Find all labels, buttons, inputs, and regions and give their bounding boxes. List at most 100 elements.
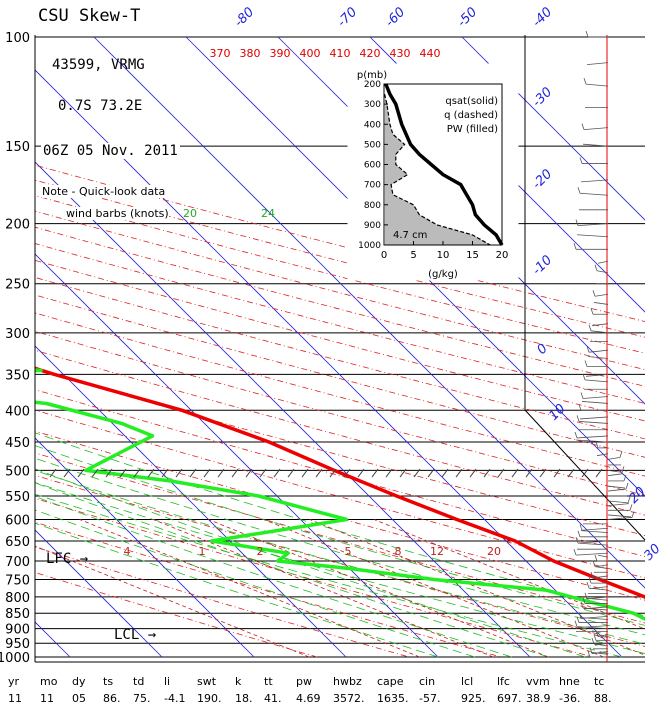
wind-barb-flag (573, 549, 577, 556)
wind-barb (575, 439, 609, 443)
level-hatch-mark (511, 468, 519, 478)
isotherm-label: -10 (530, 253, 556, 279)
wind-barb-flag (580, 392, 584, 399)
wind-barb (585, 373, 609, 377)
inset-y-tick-label: 600 (364, 161, 381, 171)
wind-barb-flag (623, 474, 627, 482)
wind-barb (585, 597, 609, 601)
level-hatch-mark (343, 468, 351, 478)
level-hatch-mark (217, 468, 225, 478)
wind-barb (596, 270, 609, 274)
moist-adiabat-line (35, 509, 475, 658)
dry-adiabat-line (35, 226, 645, 387)
dry-adiabat-line (35, 349, 645, 516)
level-hatch-mark (315, 468, 323, 478)
isotherm-label: -60 (383, 5, 409, 31)
isotherm-label: -80 (232, 5, 258, 31)
wind-barb-flag (594, 554, 598, 562)
mixing-ratio-line (79, 519, 420, 658)
wind-barb (580, 530, 609, 533)
wind-barb-flag (586, 581, 590, 589)
mixing-ratio-line (153, 519, 494, 658)
level-hatch-mark (119, 468, 127, 478)
wind-barb-flag (579, 524, 583, 531)
wind-barb-flag (595, 441, 599, 449)
inset-x-axis-label: (g/kg) (428, 269, 458, 280)
wind-barb-flag (591, 637, 595, 645)
footer-value-pw: 4.69 (296, 692, 321, 705)
wind-barb (579, 416, 609, 420)
level-hatch-mark (147, 468, 155, 478)
level-hatch-mark (413, 468, 421, 478)
lcl-label: LCL → (114, 627, 156, 643)
theta-label: 440 (420, 47, 441, 60)
wind-barb (582, 143, 609, 147)
precipitable-water-area (385, 95, 491, 245)
temperature-profile-line (35, 366, 645, 599)
footer-header-vvm: vvm (526, 675, 550, 688)
theta-label: 410 (330, 47, 351, 60)
mixing-ratio-line (208, 519, 549, 658)
wind-barb (596, 635, 609, 638)
inset-legend-entry: qsat(solid) (445, 96, 498, 107)
isotherm-label: -70 (335, 5, 361, 31)
inset-legend-entry: PW (filled) (447, 124, 498, 135)
dry-adiabat-line (35, 369, 645, 536)
dry-adiabat-line (35, 521, 502, 658)
level-hatch-mark (357, 468, 365, 478)
wind-barb-flag (573, 243, 577, 250)
mixing-ratio-label: 1 (199, 545, 206, 558)
wind-barb-flag (592, 560, 596, 567)
pressure-tick-label: 350 (5, 368, 30, 383)
wind-barb (581, 401, 609, 404)
isotherm-line (35, 437, 255, 658)
wind-barb-flag (579, 157, 583, 164)
wind-barb-flag (588, 576, 592, 584)
level-hatch-mark (161, 468, 169, 478)
wind-barb-flag (582, 597, 586, 604)
wind-barb (586, 62, 609, 66)
footer-value-tc: 88. (594, 692, 612, 705)
wind-barb (588, 587, 609, 591)
pressure-tick-label: 650 (5, 535, 30, 550)
pressure-tick-label: 750 (5, 574, 30, 589)
wind-barb (594, 566, 609, 569)
wind-barb (576, 435, 609, 439)
wind-barb (587, 356, 609, 359)
footer-header-swt: swt (197, 675, 217, 688)
wind-barb (590, 651, 609, 655)
dry-adiabat-line (35, 497, 594, 658)
inset-y-tick-label: 900 (364, 221, 381, 231)
level-hatch-mark (567, 468, 575, 478)
level-hatch-mark (245, 468, 253, 478)
isotherm-label: -30 (530, 85, 556, 111)
level-hatch-mark (133, 468, 141, 478)
footer-header-tt: tt (264, 675, 273, 688)
dry-adiabat-line (35, 179, 645, 338)
level-hatch-mark (329, 468, 337, 478)
inset-y-tick-label: 500 (364, 140, 381, 150)
inset-y-tick-label: 700 (364, 181, 381, 191)
footer-header-hne: hne (559, 675, 580, 688)
pressure-tick-label: 900 (5, 623, 30, 638)
wind-barb (582, 396, 609, 399)
wind-barb-flag (625, 482, 629, 490)
wind-barb-flag (621, 466, 625, 473)
wind-barb (595, 564, 609, 568)
dry-adiabat-line (35, 474, 645, 647)
isotherm-line (185, 36, 645, 497)
footer-header-yr: yr (8, 675, 20, 688)
wind-barb-flag (576, 616, 580, 623)
dry-adiabat-line (35, 195, 645, 354)
mixing-ratio-label: 12 (430, 545, 444, 558)
wind-barb (591, 651, 609, 654)
inset-y-axis-label: p(mb) (357, 70, 387, 81)
footer-value-lcl: 925. (461, 692, 486, 705)
wind-barb-flag (575, 536, 579, 544)
level-hatch-mark (441, 468, 449, 478)
dewpoint-profile-line (35, 368, 645, 622)
moist-adiabat-line (35, 496, 512, 658)
footer-value-hne: -36. (559, 692, 581, 705)
level-hatch-mark (259, 468, 267, 478)
footer-header-ts: ts (103, 675, 114, 688)
